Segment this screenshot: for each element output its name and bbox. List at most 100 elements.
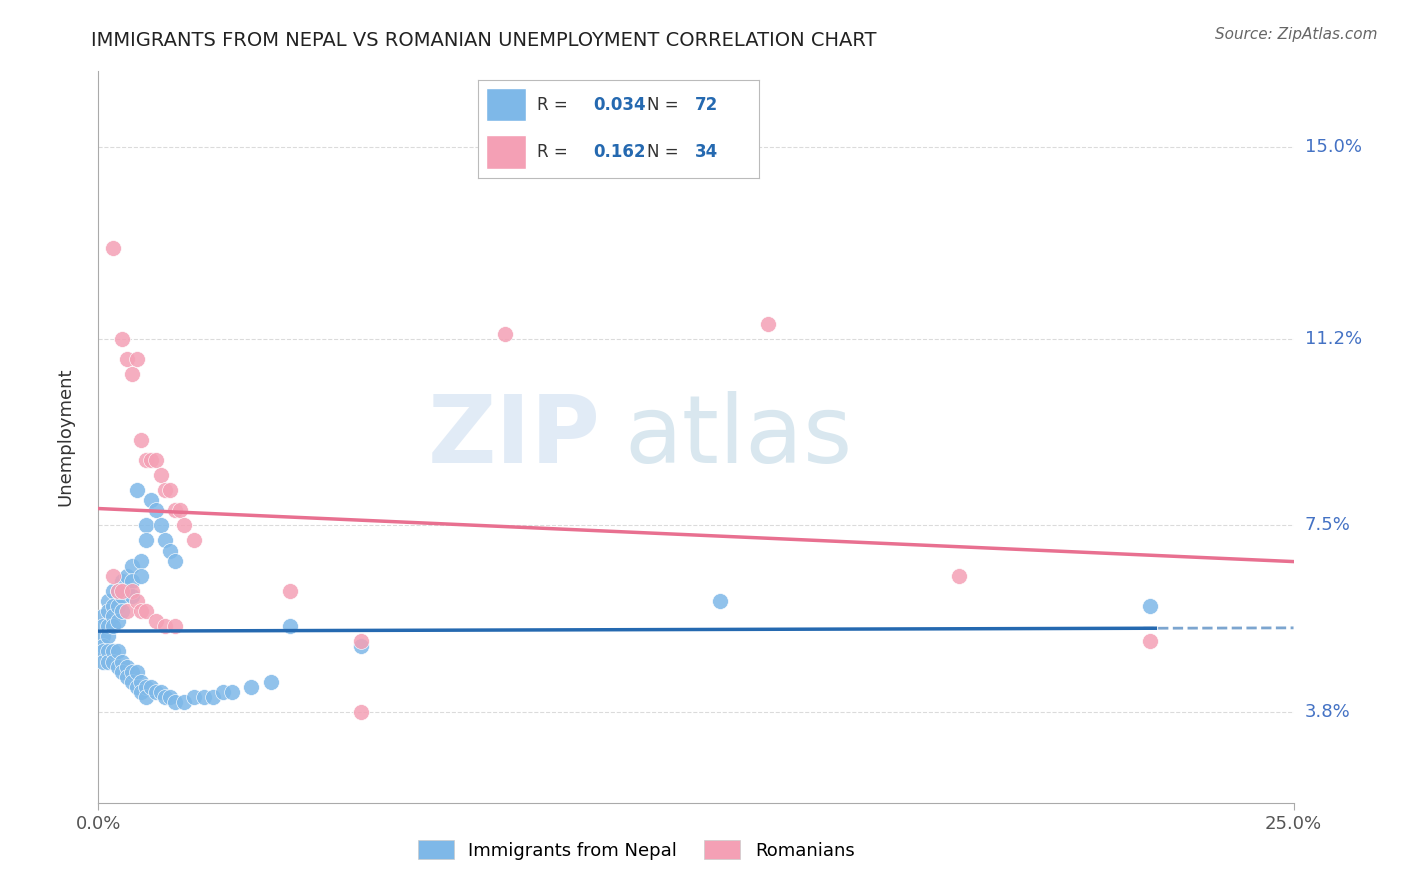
Point <box>111 583 134 598</box>
Point <box>139 493 162 508</box>
Point <box>135 452 157 467</box>
Point <box>350 640 373 654</box>
Point <box>121 558 143 573</box>
Point <box>709 594 731 608</box>
Point <box>259 674 281 689</box>
Text: 15.0%: 15.0% <box>1305 138 1361 156</box>
Text: N =: N = <box>647 143 678 161</box>
Point <box>115 670 138 684</box>
Point <box>111 665 134 679</box>
Point <box>121 589 143 603</box>
FancyBboxPatch shape <box>486 88 526 121</box>
Point <box>173 695 195 709</box>
Text: 11.2%: 11.2% <box>1305 330 1362 348</box>
Point <box>91 655 114 669</box>
Point <box>135 518 157 533</box>
Point <box>145 614 167 628</box>
Point <box>494 326 516 341</box>
Point <box>350 634 373 648</box>
FancyBboxPatch shape <box>486 136 526 169</box>
Text: N =: N = <box>647 95 678 114</box>
Point <box>139 680 162 694</box>
Point <box>155 619 177 633</box>
Point <box>1139 634 1161 648</box>
Point <box>155 533 177 548</box>
Point <box>101 644 124 658</box>
Point <box>169 503 191 517</box>
Point <box>155 690 177 704</box>
Point <box>107 614 129 628</box>
Point <box>115 569 138 583</box>
Point <box>131 569 153 583</box>
Point <box>107 659 129 673</box>
Point <box>183 533 205 548</box>
Point <box>107 583 129 598</box>
Point <box>163 619 186 633</box>
Point <box>145 503 167 517</box>
Point <box>173 518 195 533</box>
Point <box>111 655 134 669</box>
Point <box>135 604 157 618</box>
Point <box>131 433 153 447</box>
Text: 72: 72 <box>695 95 718 114</box>
Point <box>135 680 157 694</box>
Point <box>91 644 114 658</box>
Point <box>101 619 124 633</box>
Point <box>159 483 181 497</box>
Point <box>202 690 225 704</box>
Point <box>149 518 172 533</box>
Point <box>101 609 124 624</box>
Text: ZIP: ZIP <box>427 391 600 483</box>
Point <box>131 674 153 689</box>
Text: 34: 34 <box>695 143 718 161</box>
Point <box>111 574 134 588</box>
Point <box>948 569 970 583</box>
Point <box>107 599 129 613</box>
Point <box>97 644 120 658</box>
Point <box>183 690 205 704</box>
Point <box>121 367 143 381</box>
Point <box>278 583 301 598</box>
Point <box>131 685 153 699</box>
Point <box>91 629 114 643</box>
Point <box>149 467 172 482</box>
Point <box>193 690 215 704</box>
Point <box>91 640 114 654</box>
Point <box>159 543 181 558</box>
Point <box>121 665 143 679</box>
Point <box>125 680 148 694</box>
Point <box>97 629 120 643</box>
Point <box>111 332 134 346</box>
Point <box>121 674 143 689</box>
Point <box>145 685 167 699</box>
Point <box>97 655 120 669</box>
Point <box>91 609 114 624</box>
Point <box>145 452 167 467</box>
Text: R =: R = <box>537 143 568 161</box>
Text: 7.5%: 7.5% <box>1305 516 1351 534</box>
Point <box>163 695 186 709</box>
Point <box>121 574 143 588</box>
Point <box>107 644 129 658</box>
Text: Source: ZipAtlas.com: Source: ZipAtlas.com <box>1215 27 1378 42</box>
Text: 3.8%: 3.8% <box>1305 703 1350 721</box>
Point <box>350 705 373 719</box>
Point <box>125 665 148 679</box>
Point <box>101 241 124 255</box>
Point <box>278 619 301 633</box>
Text: 0.162: 0.162 <box>593 143 645 161</box>
Point <box>101 583 124 598</box>
Point <box>97 604 120 618</box>
Point <box>125 594 148 608</box>
Point <box>91 619 114 633</box>
Text: atlas: atlas <box>624 391 852 483</box>
Point <box>101 599 124 613</box>
Point <box>115 604 138 618</box>
Point <box>155 483 177 497</box>
Point <box>101 655 124 669</box>
Point <box>135 690 157 704</box>
Text: IMMIGRANTS FROM NEPAL VS ROMANIAN UNEMPLOYMENT CORRELATION CHART: IMMIGRANTS FROM NEPAL VS ROMANIAN UNEMPL… <box>91 31 877 50</box>
Point <box>115 583 138 598</box>
Point <box>111 604 134 618</box>
Point <box>163 554 186 568</box>
